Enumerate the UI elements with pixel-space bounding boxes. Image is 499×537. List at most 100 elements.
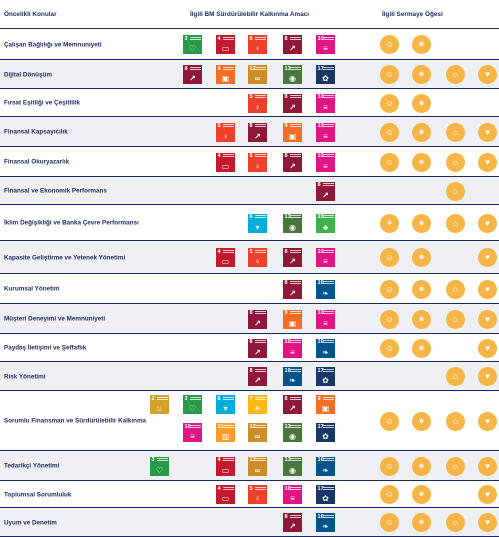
natural-capital-icon: ⚘: [380, 213, 399, 233]
social-capital-icon: ♥: [478, 309, 497, 329]
table-row: Çalışan Bağlılığı ve Memnuniyeti 3 ♡ 4 ▭ 5 ♀ 8 ↗…: [0, 28, 499, 59]
city-icon: 11 ▥: [216, 423, 235, 442]
growth-chart-icon: 8↗: [283, 248, 302, 267]
topic-label: Fırsat Eşitliği ve Çeşitlilik: [4, 99, 80, 107]
topic-label: Finansal Kapsayıcılık: [4, 128, 68, 136]
intellectual-capital-icon: ✷: [412, 279, 431, 299]
intellectual-capital-icon: ✷: [412, 456, 431, 476]
gender-icon: 5 ♀: [248, 35, 267, 54]
table-header: Öncelikli Konular İlgili BM Sürdürülebil…: [0, 0, 499, 28]
growth-chart-icon: 8↗: [248, 122, 267, 142]
cubes-icon: 9 ▣: [283, 122, 302, 142]
intellectual-capital-icon: ✷: [412, 122, 431, 142]
book-icon: 4 ▭: [216, 456, 235, 476]
social-capital-icon: ♥: [478, 338, 497, 358]
eye-globe-icon: 13 ◉: [283, 423, 302, 442]
topic-label: Müşteri Deneyimi ve Memnuniyeti: [4, 315, 106, 323]
table-row: Toplumsal Sorumluluk 4 ▭ 5 ♀ 10 ≡ 17 ✿ ☺ ✷ ♥: [0, 480, 499, 507]
equality-icon: 10 ≡: [316, 309, 335, 329]
human-capital-icon: ☺: [380, 411, 399, 431]
flower-icon: 17 ✿: [316, 65, 335, 84]
dove-icon: 16 ❧: [316, 338, 335, 358]
topic-label: Kurumsal Yönetim: [4, 285, 60, 293]
financial-capital-icon: ⌂: [446, 213, 465, 233]
social-capital-icon: ♥: [478, 248, 497, 267]
equality-icon: 10 ≡: [183, 423, 202, 442]
human-capital-icon: ☺: [380, 65, 399, 84]
growth-chart-icon: 8↗: [248, 367, 267, 386]
sun-power-icon: 7 ☀: [248, 395, 267, 414]
infinity-icon: 12 ∞: [248, 423, 267, 442]
growth-chart-icon: 8↗: [283, 93, 302, 113]
table-row: Kurumsal Yönetim 8 ↗ 16 ❧ ☺ ✷ ⌂ ♥: [0, 273, 499, 303]
social-capital-icon: ♥: [478, 279, 497, 299]
financial-capital-icon: ⌂: [446, 411, 465, 431]
cubes-icon: 9 ▣: [316, 395, 335, 414]
financial-capital-icon: ⌂: [446, 152, 465, 172]
topic-label: Toplumsal Sorumluluk: [4, 490, 72, 498]
intellectual-capital-icon: ✷: [412, 411, 431, 431]
gender-icon: 5 ♀: [248, 485, 267, 504]
flower-icon: 17 ✿: [316, 367, 335, 386]
equality-icon: 10 ≡: [316, 122, 335, 142]
human-capital-icon: ☺: [380, 309, 399, 329]
water-drop-icon: 6 ▾: [248, 213, 267, 233]
intellectual-capital-icon: ✷: [412, 35, 431, 54]
equality-icon: 10 ≡: [316, 93, 335, 113]
topics-column-header: Öncelikli Konular: [4, 11, 57, 18]
gender-icon: 5 ♀: [248, 248, 267, 267]
human-capital-icon: ☺: [380, 485, 399, 504]
heartbeat-icon: 3 ♡: [183, 35, 202, 54]
water-drop-icon: 6 ▾: [216, 395, 235, 414]
cubes-icon: 9 ▣: [283, 309, 302, 329]
financial-capital-icon: ⌂: [446, 65, 465, 84]
infinity-icon: 12 ∞: [248, 456, 267, 476]
financial-capital-icon: ⌂: [446, 456, 465, 476]
financial-capital-icon: ⌂: [446, 279, 465, 299]
growth-chart-icon: 8↗: [248, 338, 267, 358]
table-row: Risk Yönetimi 8 ↗ 16 ❧ 17 ✿ ⌂ ♥: [0, 361, 499, 390]
book-icon: 4 ▭: [216, 35, 235, 54]
heartbeat-icon: 3 ♡: [183, 395, 202, 414]
growth-chart-icon: 8↗: [283, 513, 302, 532]
social-capital-icon: ♥: [478, 513, 497, 532]
intellectual-capital-icon: ✷: [412, 65, 431, 84]
dove-icon: 16 ❧: [316, 513, 335, 532]
equality-icon: 10 ≡: [316, 152, 335, 172]
intellectual-capital-icon: ✷: [412, 248, 431, 267]
sdg-column-header: İlgili BM Sürdürülebilir Kalkınma Amacı: [190, 11, 310, 18]
intellectual-capital-icon: ✷: [412, 213, 431, 233]
eye-globe-icon: 13 ◉: [283, 213, 302, 233]
equality-icon: 10 ≡: [283, 485, 302, 504]
table-row: Finansal Kapsayıcılık 5 ♀ 8 ↗ 9 ▣ 10 ≡ ☺ ✷ ⌂ ♥: [0, 116, 499, 146]
table-row: İklim Değişikliği ve Banka Çevre Perform…: [0, 204, 499, 240]
social-capital-icon: ♥: [478, 152, 497, 172]
social-capital-icon: ♥: [478, 411, 497, 431]
topic-label: Kapasite Geliştirme ve Yetenek Yönetimi: [4, 253, 126, 261]
topic-label: Risk Yönetimi: [4, 372, 46, 380]
topic-label: Dijital Dönüşüm: [4, 70, 52, 78]
growth-chart-icon: 8↗: [316, 181, 335, 201]
human-capital-icon: ☺: [380, 93, 399, 113]
table-row: Paydaş İletişimi ve Şeffaflık 8 ↗ 10 ≡ 16 ❧ ☺ ✷ ♥: [0, 333, 499, 361]
table-row: Finansal ve Ekonomik Performans 8 ↗ ⌂: [0, 176, 499, 204]
topic-label: Tedarikçi Yönetimi: [4, 462, 60, 470]
human-capital-icon: ☺: [380, 456, 399, 476]
tree-bird-icon: 15 ♣: [316, 213, 335, 233]
social-capital-icon: ♥: [478, 213, 497, 233]
social-capital-icon: ♥: [478, 122, 497, 142]
table-row: Fırsat Eşitliği ve Çeşitlilik 5 ♀ 8 ↗ 10 ≡ ☺ ✷: [0, 88, 499, 116]
topic-label: Finansal ve Ekonomik Performans: [4, 187, 107, 195]
eye-globe-icon: 13 ◉: [283, 65, 302, 84]
intellectual-capital-icon: ✷: [412, 513, 431, 532]
table-row: Müşteri Deneyimi ve Memnuniyeti 8 ↗ 9 ▣ 10 ≡ ☺ ✷…: [0, 303, 499, 333]
equality-icon: 10 ≡: [316, 248, 335, 267]
table-row: Sorumlu Finansman ve Sürdürülebilir Kalk…: [0, 390, 499, 450]
growth-chart-icon: 8↗: [248, 309, 267, 329]
topic-label: Finansal Okuryazarlık: [4, 158, 70, 166]
equality-icon: 10 ≡: [316, 35, 335, 54]
topic-label: Sorumlu Finansman ve Sürdürülebilir Kalk…: [4, 417, 147, 425]
equality-icon: 10 ≡: [283, 338, 302, 358]
infinity-icon: 12 ∞: [248, 65, 267, 84]
growth-chart-icon: 8↗: [283, 395, 302, 414]
